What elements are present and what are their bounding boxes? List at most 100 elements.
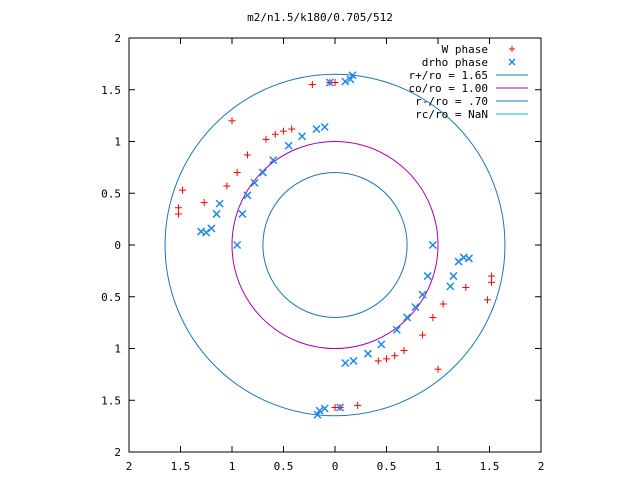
drho-phase-point (215, 199, 224, 208)
marker-stroke (315, 406, 324, 415)
legend-label: r-/ro = .70 (415, 95, 488, 108)
drho-phase-point (298, 132, 307, 141)
w-phase-point (228, 117, 236, 125)
y-tick-label: 0 (114, 239, 121, 252)
drho-phase-point (411, 303, 420, 312)
marker-stroke (341, 358, 350, 368)
drho-phase-point (363, 349, 372, 358)
marker-stroke (341, 77, 350, 86)
marker-stroke (313, 410, 322, 419)
marker-stroke (312, 125, 321, 134)
marker-stroke (348, 71, 357, 80)
marker-stroke (320, 404, 329, 413)
w-phase-point (374, 357, 382, 365)
drho-phase-point (250, 178, 259, 187)
drho-phase-point (313, 410, 322, 419)
y-tick-label: 1.5 (101, 394, 121, 407)
drho-phase-point (320, 122, 329, 132)
drho-phase-point (454, 257, 463, 266)
drho-phase-point (284, 141, 293, 150)
w-phase-point (483, 296, 491, 304)
x-tick-label: 0.5 (274, 460, 294, 473)
w-phase-point (434, 365, 442, 373)
drho-phase-point (449, 272, 458, 281)
w-phase-point (331, 403, 339, 411)
drho-phase-point (341, 358, 350, 368)
y-tick-label: 1.5 (101, 84, 121, 97)
data-markers (174, 71, 496, 419)
drho-phase-point (207, 224, 216, 233)
drho-phase-point (258, 168, 267, 177)
legend-sample (508, 58, 516, 66)
drho-phase-point (325, 78, 334, 87)
chart-title: m2/n1.5/k180/0.705/512 (247, 11, 393, 24)
marker-stroke (454, 257, 463, 266)
marker-stroke (428, 240, 437, 250)
w-phase-point (439, 300, 447, 308)
w-phase-point (354, 401, 362, 409)
w-phase-point (262, 135, 270, 143)
w-phase-point (429, 313, 437, 321)
drho-phase-point (233, 240, 242, 250)
drho-phase-point (428, 240, 437, 250)
x-tick-label: 0.5 (377, 460, 397, 473)
marker-stroke (377, 340, 386, 349)
drho-phase-point (418, 290, 427, 299)
drho-phase-point (212, 209, 221, 218)
y-tick-label: 1 (114, 136, 121, 149)
x-tick-label: 1.5 (480, 460, 500, 473)
marker-stroke (250, 178, 259, 187)
x-tick-label: 2 (538, 460, 545, 473)
circle-series (262, 172, 408, 318)
w-phase-point (288, 125, 296, 133)
drho-phase-point (392, 325, 401, 334)
axes-ticks: 2 1.5 1 0.5 0 0.5 1 1.5 221.510.500.511.52 (101, 32, 544, 473)
x-tick-label: 1 (435, 460, 442, 473)
drho-phase-point (403, 313, 412, 322)
w-phase-point (308, 81, 316, 89)
drho-phase-point (238, 209, 247, 218)
y-tick-label: 0.5 (101, 187, 121, 200)
w-phase-point (233, 169, 241, 177)
legend-label: r+/ro = 1.65 (409, 69, 488, 82)
w-phase-point (488, 278, 496, 286)
legend-label: rc/ro = NaN (415, 108, 488, 121)
marker-stroke (258, 168, 267, 177)
marker-stroke (269, 156, 278, 165)
x-tick-label: 0 (332, 460, 339, 473)
drho-phase-point (315, 406, 324, 415)
y-tick-label: 2 (114, 32, 121, 45)
w-phase-point (243, 151, 251, 159)
drho-phase-point (312, 125, 321, 134)
drho-phase-point (341, 77, 350, 86)
legend-label: drho phase (422, 56, 488, 69)
marker-stroke (233, 240, 242, 250)
w-phase-point (331, 79, 339, 87)
drho-phase-point (377, 340, 386, 349)
drho-phase-point (269, 156, 278, 165)
y-tick-label: 1 (114, 343, 121, 356)
w-phase-point (383, 355, 390, 363)
x-tick-label: 1.5 (171, 460, 191, 473)
w-phase-point (223, 182, 231, 190)
marker-stroke (284, 141, 293, 150)
marker-stroke (392, 325, 401, 334)
drho-phase-point (348, 71, 357, 80)
legend-label: co/ro = 1.00 (409, 82, 488, 95)
w-phase-point (400, 347, 408, 355)
w-phase-point (200, 199, 208, 207)
w-phase-point (280, 127, 287, 135)
marker-stroke (336, 403, 345, 412)
marker-stroke (298, 132, 307, 141)
w-phase-point (174, 204, 182, 212)
w-phase-point (174, 210, 182, 218)
marker-stroke (423, 272, 432, 281)
legend-label: W phase (442, 43, 488, 56)
marker-stroke (363, 349, 372, 358)
x-tick-label: 1 (229, 460, 236, 473)
w-phase-point (488, 272, 496, 280)
marker-stroke (403, 313, 412, 322)
marker-stroke (243, 191, 252, 200)
